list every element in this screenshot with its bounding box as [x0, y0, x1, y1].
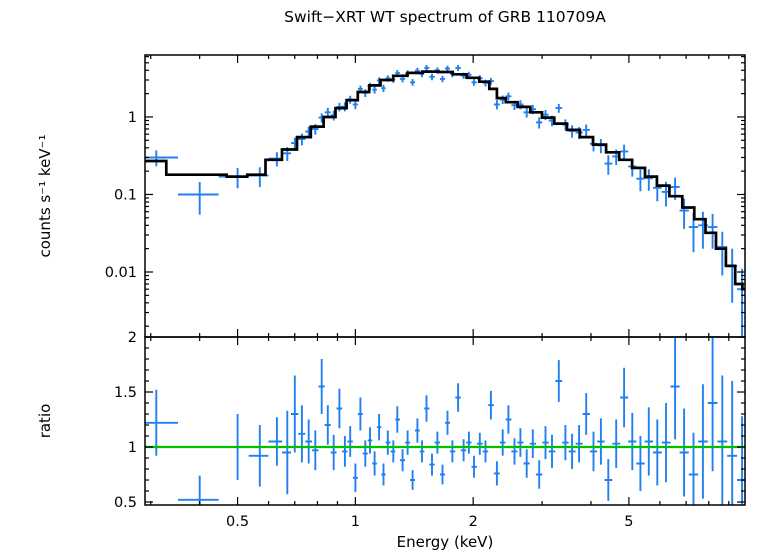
panel-frame	[144, 336, 746, 506]
ratio-errorbars	[145, 337, 745, 505]
data-errorbars	[145, 65, 745, 337]
x-axis-label: Energy (keV)	[397, 533, 494, 551]
ticks	[145, 55, 745, 337]
y-tick-label: 1	[128, 110, 137, 126]
x-tick-label: 5	[624, 514, 633, 530]
x-tick-label: 1	[351, 514, 360, 530]
panel-spectrum: 1 0.1 0.01	[105, 54, 746, 338]
y-tick-label: 0.1	[114, 187, 137, 203]
ticks	[145, 336, 745, 505]
y-axis-label-counts: counts s⁻¹ keV⁻¹	[36, 135, 54, 258]
panel-frame	[144, 54, 746, 338]
model-step-line	[145, 70, 745, 291]
y-tick-label: 0.5	[114, 495, 137, 511]
x-tick-label: 0.5	[226, 514, 249, 530]
chart-title: Swift−XRT WT spectrum of GRB 110709A	[284, 8, 606, 26]
x-tick-label: 2	[469, 514, 478, 530]
y-tick-label: 1.5	[114, 385, 137, 401]
y-tick-label: 0.01	[105, 265, 137, 281]
y-tick-label: 1	[128, 440, 137, 456]
y-axis-label-ratio: ratio	[36, 404, 54, 439]
panel-ratio: 2 1.5 1 0.5	[114, 330, 746, 511]
y-tick-label: 2	[128, 330, 137, 346]
plot-content: 1 0.1 0.01 2 1.5 1 0.5 0.5 1 2 5	[105, 54, 746, 530]
